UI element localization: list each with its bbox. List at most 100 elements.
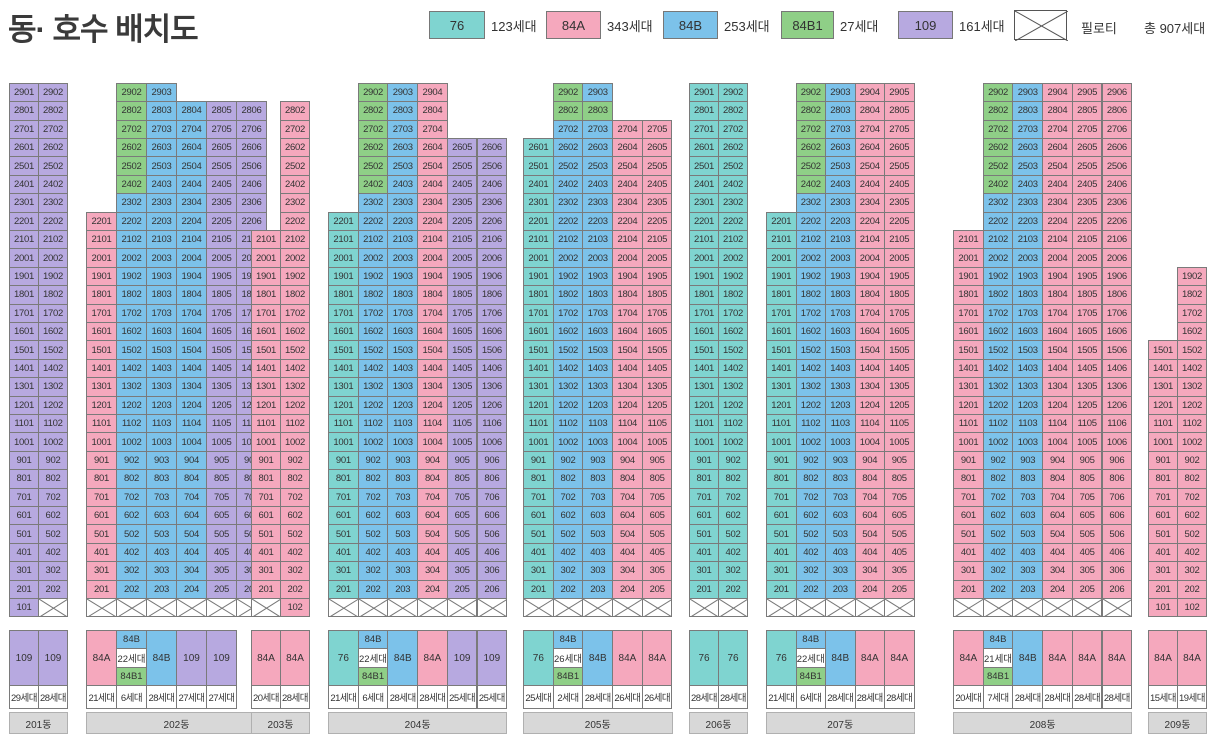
unit-cell: 201 bbox=[86, 579, 117, 599]
unit-cell: 1405 bbox=[1071, 358, 1103, 379]
unit-cell: 1101 bbox=[251, 414, 281, 434]
pilotis-cross-icon bbox=[983, 599, 1014, 618]
unit-cell: 1502 bbox=[38, 340, 68, 360]
unit-cell: 401 bbox=[9, 542, 39, 563]
unit-cell: 703 bbox=[1012, 487, 1044, 507]
unit-cell: 2302 bbox=[552, 193, 584, 213]
unit-cell: 1603 bbox=[146, 322, 177, 342]
unit-count: 28세대 bbox=[854, 685, 885, 709]
unit-cell: 604 bbox=[176, 506, 207, 526]
unit-cell: 2205 bbox=[884, 211, 915, 231]
unit-cell: 301 bbox=[9, 561, 39, 581]
unit-cell: 2205 bbox=[206, 211, 237, 231]
unit-cell: 2902 bbox=[982, 82, 1014, 103]
unit-cell: 2202 bbox=[357, 211, 389, 231]
unit-cell: 2002 bbox=[552, 248, 584, 268]
unit-cell: 1905 bbox=[446, 266, 478, 287]
unit-cell: 1202 bbox=[116, 395, 147, 415]
unit-cell: 701 bbox=[251, 487, 281, 507]
unit-cell: 403 bbox=[825, 542, 856, 563]
unit-cell: 1905 bbox=[641, 266, 673, 287]
unit-cell: 1605 bbox=[884, 322, 915, 342]
unit-count: 7세대 bbox=[982, 685, 1014, 709]
unit-type-summary: 76 bbox=[689, 630, 719, 686]
building-name-label: 205동 bbox=[523, 712, 673, 734]
unit-cell: 402 bbox=[357, 542, 389, 563]
unit-cell: 702 bbox=[718, 487, 748, 507]
unit-cell: 602 bbox=[280, 506, 310, 526]
unit-cell: 302 bbox=[357, 561, 389, 581]
unit-cell: 705 bbox=[446, 487, 478, 507]
unit-cell: 2203 bbox=[582, 211, 614, 231]
unit-cell: 2302 bbox=[38, 193, 68, 213]
unit-cell: 2902 bbox=[795, 82, 826, 103]
unit-cell: 1606 bbox=[476, 322, 508, 342]
unit-cell: 803 bbox=[825, 469, 856, 489]
unit-cell: 305 bbox=[1071, 561, 1103, 581]
unit-cell: 702 bbox=[38, 487, 68, 507]
unit-cell: 2102 bbox=[116, 230, 147, 250]
unit-type-summary: 84B bbox=[1012, 630, 1044, 686]
unit-cell: 1401 bbox=[766, 358, 797, 379]
unit-cell: 2606 bbox=[236, 138, 267, 158]
unit-cell: 201 bbox=[523, 579, 554, 599]
unit-cell: 701 bbox=[1148, 487, 1178, 507]
unit-cell: 1605 bbox=[446, 322, 478, 342]
unit-cell: 501 bbox=[1148, 524, 1178, 544]
unit-cell: 801 bbox=[86, 469, 117, 489]
unit-cell: 203 bbox=[146, 579, 177, 599]
unit-cell: 2403 bbox=[387, 174, 419, 195]
unit-cell: 804 bbox=[854, 469, 885, 489]
unit-cell: 901 bbox=[251, 450, 281, 471]
unit-cell: 2001 bbox=[9, 248, 39, 268]
unit-type-summary: 84A bbox=[953, 630, 984, 686]
unit-cell: 202 bbox=[795, 579, 826, 599]
unit-cell: 2203 bbox=[387, 211, 419, 231]
unit-cell: 1801 bbox=[328, 285, 359, 305]
unit-cell: 2602 bbox=[280, 138, 310, 158]
unit-cell: 701 bbox=[523, 487, 554, 507]
unit-cell: 2703 bbox=[1012, 119, 1044, 139]
unit-cell: 302 bbox=[116, 561, 147, 581]
building-name-label: 203동 bbox=[251, 712, 310, 734]
unit-cell: 603 bbox=[825, 506, 856, 526]
unit-cell: 1702 bbox=[280, 303, 310, 323]
unit-cell: 2702 bbox=[982, 119, 1014, 139]
unit-type-summary: 21세대 bbox=[982, 648, 1014, 668]
unit-type-summary: 109 bbox=[176, 630, 207, 686]
unit-cell: 1403 bbox=[146, 358, 177, 379]
unit-cell: 801 bbox=[9, 469, 39, 489]
unit-cell: 1802 bbox=[718, 285, 748, 305]
unit-cell: 1805 bbox=[206, 285, 237, 305]
unit-cell: 2305 bbox=[884, 193, 915, 213]
unit-cell: 803 bbox=[582, 469, 614, 489]
unit-cell: 1202 bbox=[280, 395, 310, 415]
unit-cell: 2502 bbox=[38, 156, 68, 176]
unit-cell: 1803 bbox=[387, 285, 419, 305]
unit-cell: 1101 bbox=[523, 414, 554, 434]
unit-cell: 901 bbox=[523, 450, 554, 471]
building-name-label: 209동 bbox=[1148, 712, 1207, 734]
pilotis-cross-icon bbox=[1043, 599, 1073, 618]
unit-cell: 703 bbox=[582, 487, 614, 507]
unit-cell: 2606 bbox=[1101, 138, 1133, 158]
unit-cell: 302 bbox=[38, 561, 68, 581]
unit-cell: 902 bbox=[116, 450, 147, 471]
unit-cell: 2302 bbox=[116, 193, 147, 213]
unit-cell: 404 bbox=[854, 542, 885, 563]
unit-cell: 2201 bbox=[689, 211, 719, 231]
unit-type-summary: 84B1 bbox=[116, 666, 147, 686]
unit-cell: 1404 bbox=[854, 358, 885, 379]
unit-cell: 204 bbox=[612, 579, 643, 599]
unit-cell: 801 bbox=[328, 469, 359, 489]
unit-cell: 1005 bbox=[1071, 432, 1103, 452]
pilotis-cell bbox=[766, 598, 797, 618]
unit-cell: 701 bbox=[689, 487, 719, 507]
unit-cell: 1103 bbox=[825, 414, 856, 434]
unit-cell: 2704 bbox=[854, 119, 885, 139]
unit-cell: 102 bbox=[1177, 598, 1207, 618]
unit-type-summary: 76 bbox=[328, 630, 359, 686]
unit-cell: 401 bbox=[523, 542, 554, 563]
unit-cell: 1502 bbox=[795, 340, 826, 360]
unit-cell: 1904 bbox=[176, 266, 207, 287]
